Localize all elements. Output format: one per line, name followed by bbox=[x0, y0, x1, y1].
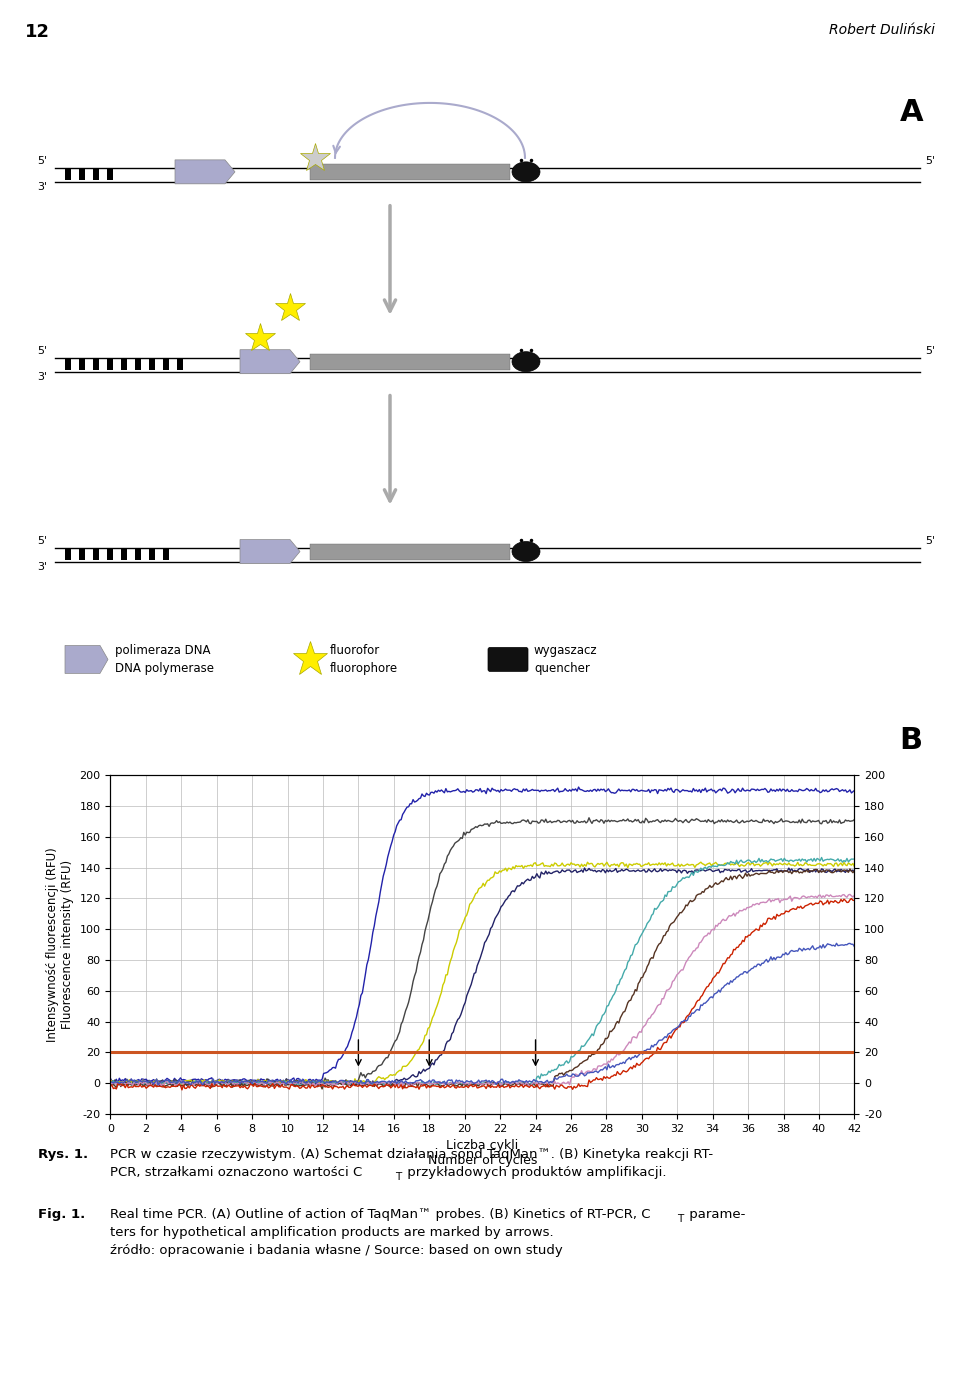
Text: T: T bbox=[395, 1172, 401, 1182]
Text: PCR, strzałkami oznaczono wartości C: PCR, strzałkami oznaczono wartości C bbox=[110, 1165, 362, 1179]
Text: PCR w czasie rzeczywistym. (A) Schemat działania sond TaqMan™. (B) Kinetyka reak: PCR w czasie rzeczywistym. (A) Schemat d… bbox=[110, 1147, 713, 1161]
Bar bbox=[149, 357, 155, 370]
Text: T: T bbox=[677, 1214, 684, 1223]
Bar bbox=[107, 357, 113, 370]
Polygon shape bbox=[240, 350, 300, 374]
Text: źródło: opracowanie i badania własne / Source: based on own study: źródło: opracowanie i badania własne / S… bbox=[110, 1244, 563, 1257]
Bar bbox=[177, 357, 183, 370]
Text: Robert Duliński: Robert Duliński bbox=[829, 24, 935, 37]
Bar bbox=[149, 548, 155, 559]
Text: B: B bbox=[899, 725, 923, 754]
Bar bbox=[121, 548, 127, 559]
Bar bbox=[310, 544, 510, 559]
Ellipse shape bbox=[512, 541, 540, 562]
Bar bbox=[79, 167, 85, 180]
Bar bbox=[65, 357, 71, 370]
Bar bbox=[93, 357, 99, 370]
Bar bbox=[135, 357, 141, 370]
Polygon shape bbox=[65, 645, 108, 674]
Text: fluorofor
fluorophore: fluorofor fluorophore bbox=[330, 644, 398, 675]
Text: 5': 5' bbox=[36, 156, 47, 166]
Bar bbox=[107, 167, 113, 180]
Text: wygaszacz
quencher: wygaszacz quencher bbox=[534, 644, 598, 675]
Text: parame-: parame- bbox=[685, 1208, 745, 1221]
Text: 5': 5' bbox=[36, 536, 47, 545]
Text: Rys. 1.: Rys. 1. bbox=[38, 1147, 88, 1161]
Text: 5': 5' bbox=[36, 346, 47, 356]
Bar bbox=[121, 357, 127, 370]
Ellipse shape bbox=[512, 162, 540, 181]
Bar bbox=[107, 548, 113, 559]
Bar bbox=[310, 354, 510, 370]
Bar bbox=[65, 548, 71, 559]
Text: przykładowych produktów amplifikacji.: przykładowych produktów amplifikacji. bbox=[403, 1165, 666, 1179]
Y-axis label: Intensywność fluorescencji (RFU)
Fluorescence intensity (RFU): Intensywność fluorescencji (RFU) Fluores… bbox=[46, 847, 74, 1042]
Ellipse shape bbox=[512, 352, 540, 372]
Bar bbox=[93, 548, 99, 559]
Bar bbox=[135, 548, 141, 559]
X-axis label: Liczba cykli
Number of cycles: Liczba cykli Number of cycles bbox=[428, 1139, 537, 1167]
Text: 3': 3' bbox=[36, 181, 47, 192]
Text: polimeraza DNA
DNA polymerase: polimeraza DNA DNA polymerase bbox=[115, 644, 214, 675]
Polygon shape bbox=[240, 540, 300, 563]
Bar bbox=[79, 548, 85, 559]
Text: ters for hypothetical amplification products are marked by arrows.: ters for hypothetical amplification prod… bbox=[110, 1226, 554, 1239]
Text: 3': 3' bbox=[36, 562, 47, 572]
Text: 5': 5' bbox=[925, 536, 935, 545]
Bar bbox=[163, 548, 169, 559]
Bar bbox=[65, 167, 71, 180]
Bar bbox=[93, 167, 99, 180]
Text: A: A bbox=[900, 98, 924, 127]
Bar bbox=[163, 357, 169, 370]
Bar bbox=[310, 163, 510, 180]
Polygon shape bbox=[175, 161, 235, 184]
Text: 12: 12 bbox=[25, 24, 50, 42]
Text: 5': 5' bbox=[925, 346, 935, 356]
Text: 3': 3' bbox=[36, 372, 47, 382]
Text: Fig. 1.: Fig. 1. bbox=[38, 1208, 85, 1221]
Text: 5': 5' bbox=[925, 156, 935, 166]
Bar bbox=[79, 357, 85, 370]
Text: Real time PCR. (A) Outline of action of TaqMan™ probes. (B) Kinetics of RT-PCR, : Real time PCR. (A) Outline of action of … bbox=[110, 1208, 651, 1221]
FancyBboxPatch shape bbox=[488, 648, 528, 671]
